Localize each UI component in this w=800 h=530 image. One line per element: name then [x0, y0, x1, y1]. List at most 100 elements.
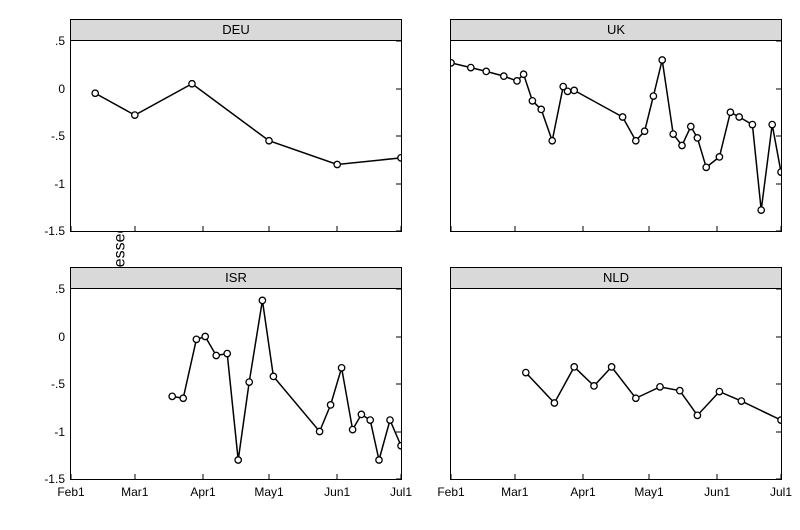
data-point-marker — [694, 412, 700, 418]
data-point-marker — [367, 417, 373, 423]
data-point-marker — [501, 73, 507, 79]
data-point-marker — [224, 350, 230, 356]
x-tick-label: Jun1 — [324, 485, 350, 499]
data-point-marker — [564, 88, 570, 94]
data-point-marker — [677, 387, 683, 393]
data-point-marker — [703, 164, 709, 170]
data-point-marker — [633, 138, 639, 144]
data-point-marker — [694, 135, 700, 141]
panels-area: DEU-1.5-1-.50.5UKISR-1.5-1-.50.5Feb1Mar1… — [70, 18, 780, 498]
data-point-marker — [591, 383, 597, 389]
data-point-marker — [270, 373, 276, 379]
data-point-marker — [778, 417, 781, 423]
y-tick-label: .5 — [55, 34, 65, 48]
data-point-marker — [571, 364, 577, 370]
panel-title: UK — [450, 19, 782, 41]
data-point-marker — [633, 395, 639, 401]
line-chart-svg — [451, 41, 781, 231]
data-point-marker — [468, 64, 474, 70]
data-point-marker — [180, 395, 186, 401]
data-point-marker — [213, 352, 219, 358]
x-tick-label: Feb1 — [57, 485, 84, 499]
data-point-marker — [608, 364, 614, 370]
data-point-marker — [657, 384, 663, 390]
data-point-marker — [679, 142, 685, 148]
data-point-marker — [670, 131, 676, 137]
data-point-marker — [92, 90, 98, 96]
data-point-marker — [358, 411, 364, 417]
data-point-marker — [246, 379, 252, 385]
data-point-marker — [571, 87, 577, 93]
y-tick-label: -1 — [54, 177, 65, 191]
panel-deu: DEU-1.5-1-.50.5 — [70, 40, 402, 232]
data-point-marker — [650, 93, 656, 99]
x-tick-label: Apr1 — [570, 485, 595, 499]
data-point-marker — [758, 207, 764, 213]
chart-container: Opposition expressed sentiment DEU-1.5-1… — [0, 0, 800, 530]
panel-nld: NLDFeb1Mar1Apr1May1Jun1Jul1 — [450, 288, 782, 480]
line-chart-svg — [451, 289, 781, 479]
x-tick-label: Mar1 — [501, 485, 528, 499]
y-tick-label: 0 — [58, 82, 65, 96]
data-point-marker — [451, 60, 454, 66]
series-line — [95, 84, 401, 165]
data-point-marker — [398, 155, 401, 161]
x-tick-label: Jul1 — [770, 485, 792, 499]
y-tick-label: -1.5 — [44, 224, 65, 238]
x-tick-label: May1 — [634, 485, 663, 499]
data-point-marker — [538, 106, 544, 112]
y-tick-label: 0 — [58, 330, 65, 344]
line-chart-svg — [71, 41, 401, 231]
data-point-marker — [769, 121, 775, 127]
data-point-marker — [316, 428, 322, 434]
data-point-marker — [529, 98, 535, 104]
data-point-marker — [736, 114, 742, 120]
data-point-marker — [641, 128, 647, 134]
x-tick-label: Feb1 — [437, 485, 464, 499]
data-point-marker — [523, 369, 529, 375]
y-tick-label: -1.5 — [44, 472, 65, 486]
data-point-marker — [778, 169, 781, 175]
data-point-marker — [169, 393, 175, 399]
data-point-marker — [132, 112, 138, 118]
series-line — [451, 60, 781, 210]
data-point-marker — [398, 443, 401, 449]
x-tick-label: Apr1 — [190, 485, 215, 499]
data-point-marker — [202, 333, 208, 339]
data-point-marker — [716, 154, 722, 160]
data-point-marker — [514, 78, 520, 84]
data-point-marker — [387, 417, 393, 423]
data-point-marker — [349, 426, 355, 432]
data-point-marker — [235, 457, 241, 463]
data-point-marker — [259, 297, 265, 303]
x-tick-label: Mar1 — [121, 485, 148, 499]
data-point-marker — [738, 398, 744, 404]
data-point-marker — [749, 121, 755, 127]
y-tick-label: .5 — [55, 282, 65, 296]
data-point-marker — [189, 81, 195, 87]
y-tick-label: -.5 — [51, 377, 65, 391]
panel-title: NLD — [450, 267, 782, 289]
y-tick-label: -1 — [54, 425, 65, 439]
data-point-marker — [376, 457, 382, 463]
data-point-marker — [549, 138, 555, 144]
x-tick-label: Jul1 — [390, 485, 412, 499]
data-point-marker — [551, 400, 557, 406]
y-tick-label: -.5 — [51, 129, 65, 143]
data-point-marker — [334, 161, 340, 167]
data-point-marker — [266, 138, 272, 144]
data-point-marker — [193, 336, 199, 342]
series-line — [172, 300, 401, 460]
data-point-marker — [619, 114, 625, 120]
data-point-marker — [338, 365, 344, 371]
panel-uk: UK — [450, 40, 782, 232]
data-point-marker — [688, 123, 694, 129]
x-tick-label: May1 — [254, 485, 283, 499]
panel-title: ISR — [70, 267, 402, 289]
data-point-marker — [727, 109, 733, 115]
data-point-marker — [327, 402, 333, 408]
data-point-marker — [483, 68, 489, 74]
x-tick-label: Jun1 — [704, 485, 730, 499]
panel-title: DEU — [70, 19, 402, 41]
panel-isr: ISR-1.5-1-.50.5Feb1Mar1Apr1May1Jun1Jul1 — [70, 288, 402, 480]
